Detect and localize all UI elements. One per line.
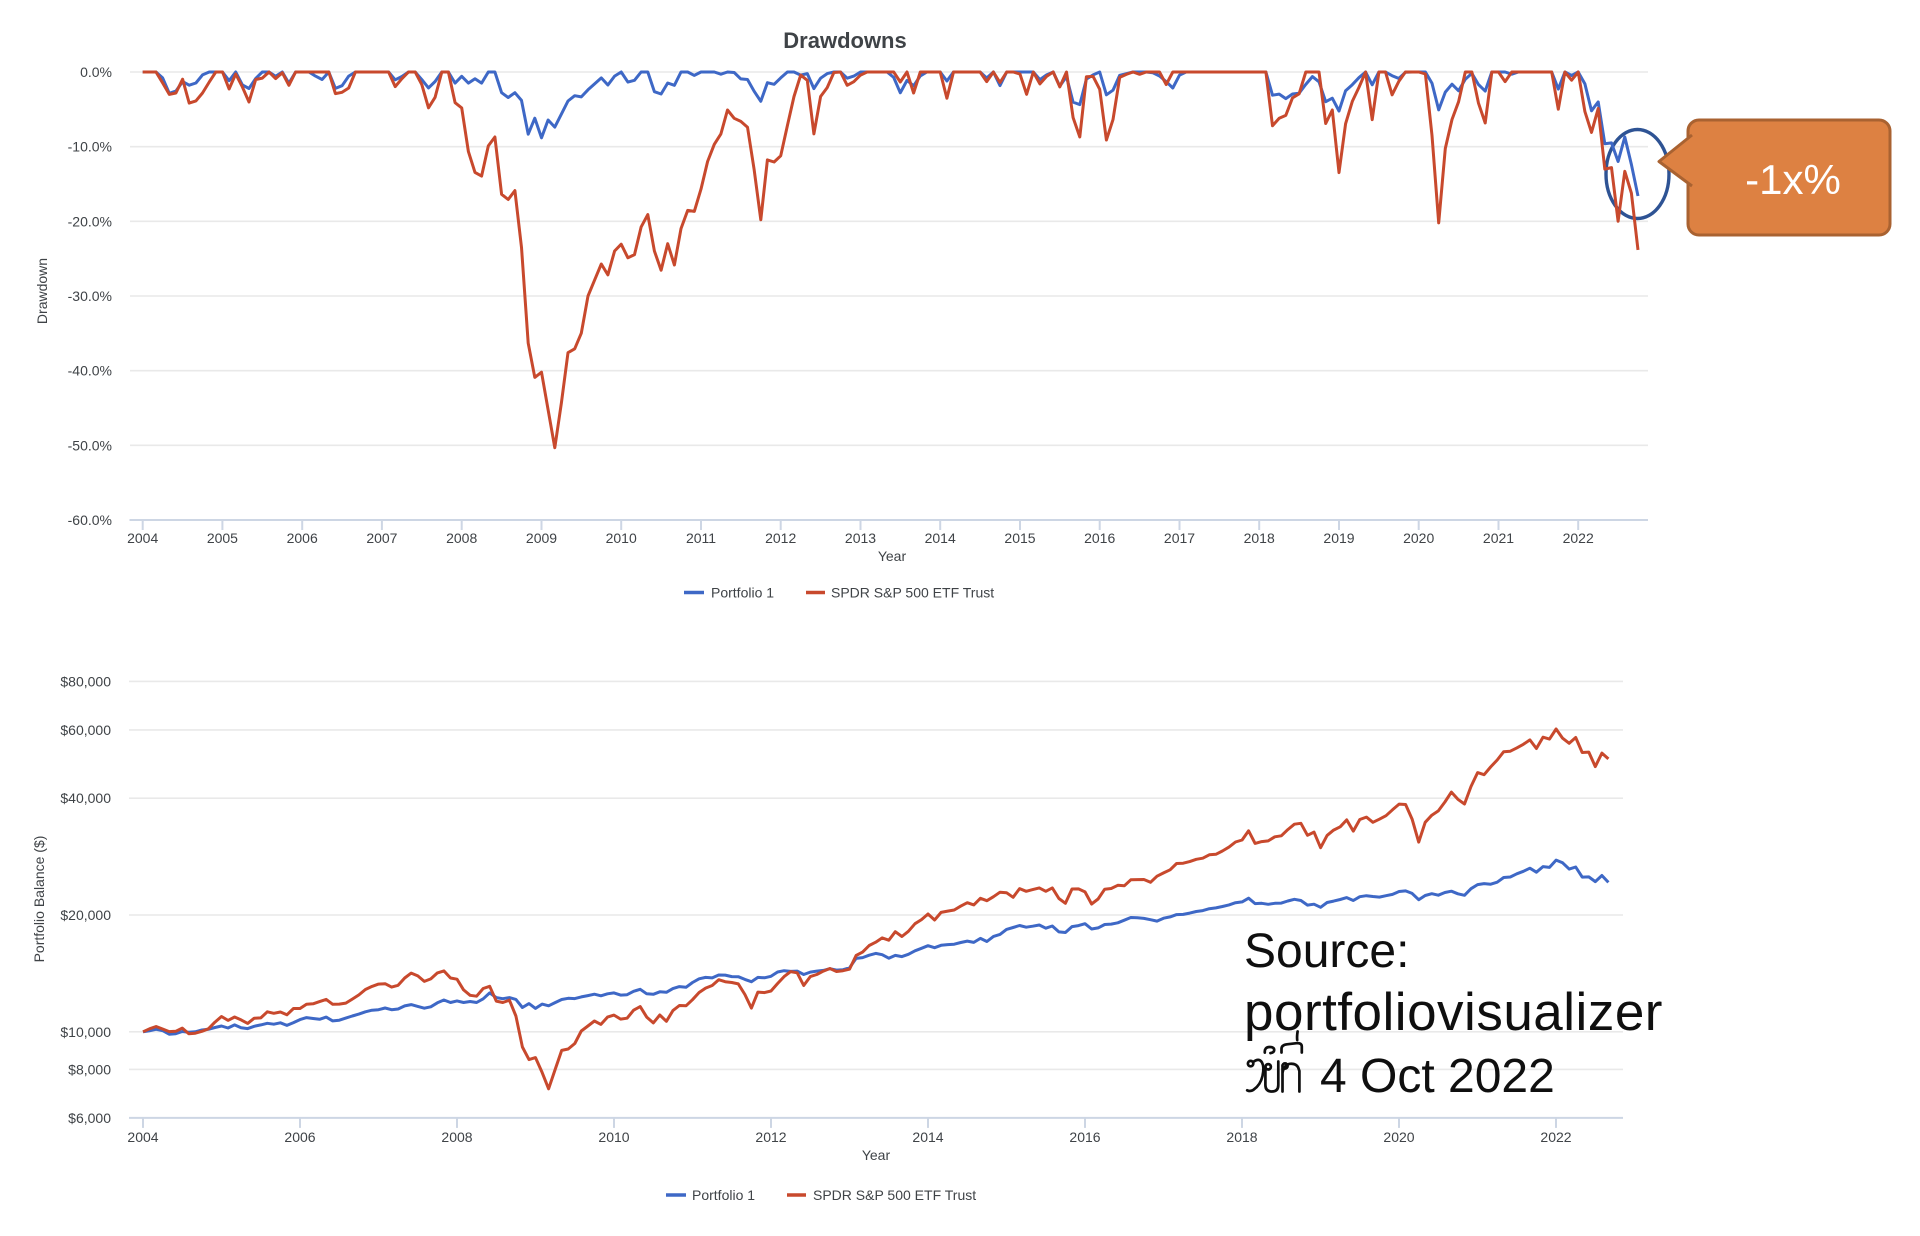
svg-text:-10.0%: -10.0% <box>68 139 112 155</box>
svg-text:Portfolio 1: Portfolio 1 <box>711 585 774 601</box>
svg-text:$60,000: $60,000 <box>60 722 111 738</box>
svg-text:2013: 2013 <box>845 530 876 546</box>
svg-text:2022: 2022 <box>1563 530 1594 546</box>
svg-text:2008: 2008 <box>441 1129 472 1145</box>
svg-text:2018: 2018 <box>1244 530 1275 546</box>
svg-text:0.0%: 0.0% <box>80 64 112 80</box>
svg-text:2005: 2005 <box>207 530 238 546</box>
svg-text:SPDR S&P 500 ETF Trust: SPDR S&P 500 ETF Trust <box>831 585 994 601</box>
svg-text:Portfolio Balance ($): Portfolio Balance ($) <box>31 836 47 963</box>
svg-text:2014: 2014 <box>925 530 956 546</box>
svg-text:-30.0%: -30.0% <box>68 288 112 304</box>
svg-text:-1x%: -1x% <box>1745 156 1841 203</box>
svg-text:2014: 2014 <box>912 1129 943 1145</box>
svg-text:Year: Year <box>862 1147 891 1163</box>
svg-text:Source:: Source: <box>1244 925 1409 978</box>
svg-text:$40,000: $40,000 <box>60 790 111 806</box>
svg-text:2004: 2004 <box>127 1129 158 1145</box>
svg-text:4 Oct 2022: 4 Oct 2022 <box>1320 1050 1555 1103</box>
svg-text:2010: 2010 <box>606 530 637 546</box>
svg-text:2012: 2012 <box>765 530 796 546</box>
svg-text:2008: 2008 <box>446 530 477 546</box>
svg-text:2019: 2019 <box>1323 530 1354 546</box>
svg-text:Year: Year <box>878 548 907 564</box>
svg-text:$8,000: $8,000 <box>68 1061 111 1077</box>
svg-text:2017: 2017 <box>1164 530 1195 546</box>
svg-text:Drawdown: Drawdown <box>34 258 50 324</box>
svg-text:Portfolio 1: Portfolio 1 <box>692 1187 755 1203</box>
svg-text:$6,000: $6,000 <box>68 1110 111 1126</box>
svg-text:2011: 2011 <box>686 530 716 546</box>
svg-text:$10,000: $10,000 <box>60 1024 111 1040</box>
svg-text:2016: 2016 <box>1084 530 1115 546</box>
svg-text:2020: 2020 <box>1383 1129 1414 1145</box>
svg-text:2007: 2007 <box>366 530 397 546</box>
svg-text:-20.0%: -20.0% <box>68 213 112 229</box>
svg-text:$80,000: $80,000 <box>60 673 111 689</box>
svg-text:2006: 2006 <box>287 530 318 546</box>
svg-text:portfoliovisualizer: portfoliovisualizer <box>1244 983 1663 1042</box>
svg-text:2021: 2021 <box>1483 530 1514 546</box>
svg-text:2020: 2020 <box>1403 530 1434 546</box>
svg-text:Drawdowns: Drawdowns <box>783 28 906 53</box>
svg-text:SPDR S&P 500 ETF Trust: SPDR S&P 500 ETF Trust <box>813 1187 976 1203</box>
svg-text:2012: 2012 <box>755 1129 786 1145</box>
svg-text:-40.0%: -40.0% <box>68 363 112 379</box>
svg-text:2015: 2015 <box>1004 530 1035 546</box>
svg-text:2009: 2009 <box>526 530 557 546</box>
svg-text:-60.0%: -60.0% <box>68 512 112 528</box>
svg-text:2006: 2006 <box>284 1129 315 1145</box>
svg-text:$20,000: $20,000 <box>60 907 111 923</box>
svg-text:2004: 2004 <box>127 530 158 546</box>
svg-text:2016: 2016 <box>1069 1129 1100 1145</box>
svg-text:2022: 2022 <box>1540 1129 1571 1145</box>
svg-text:-50.0%: -50.0% <box>68 437 112 453</box>
svg-text:2018: 2018 <box>1226 1129 1257 1145</box>
svg-text:2010: 2010 <box>598 1129 629 1145</box>
